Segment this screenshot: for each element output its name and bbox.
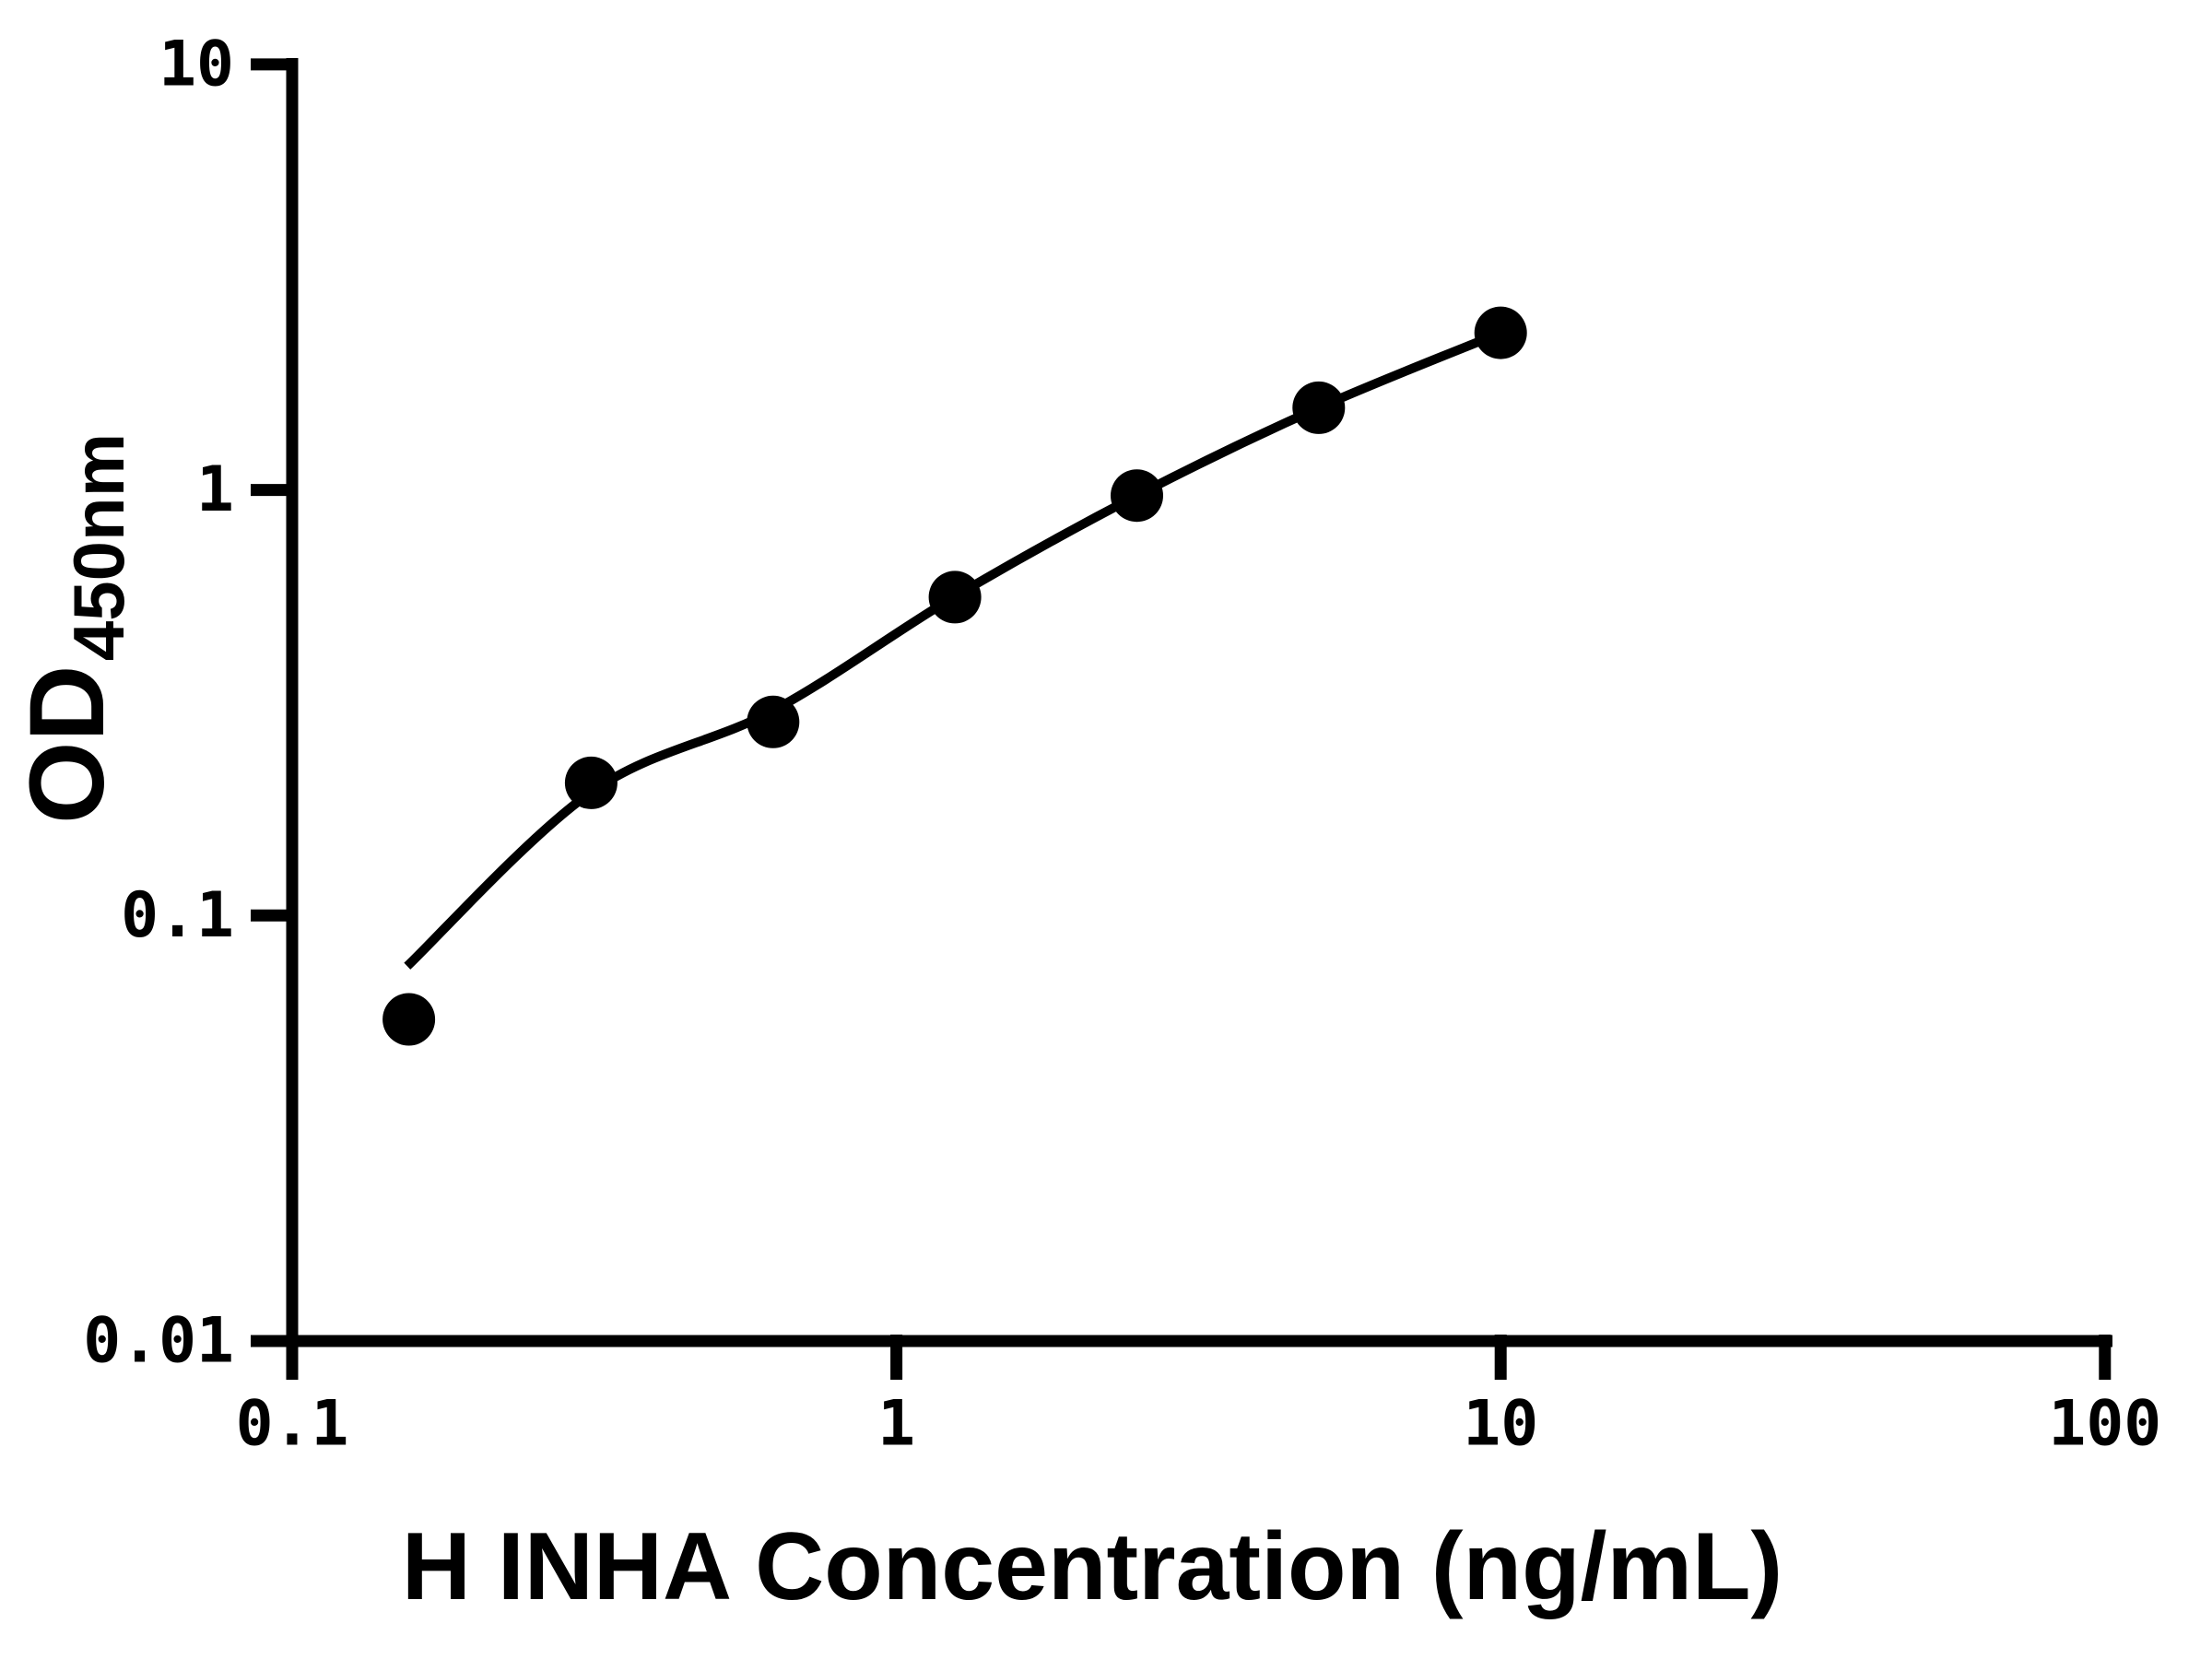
x-tick-label: 10 <box>1463 1388 1538 1461</box>
y-axis-title-main: OD <box>8 665 126 825</box>
data-point <box>747 695 800 748</box>
x-tick-label: 100 <box>2048 1388 2161 1461</box>
data-point <box>564 756 618 809</box>
fit-curve <box>404 328 1503 970</box>
data-point <box>382 993 436 1046</box>
x-tick-label: 1 <box>877 1388 915 1461</box>
y-axis-title-subscript: 450nm <box>58 433 139 661</box>
x-axis-ticks: 0.1 1 10 100 <box>236 1335 2161 1461</box>
fit-curve-group <box>404 328 1503 970</box>
y-tick-label: 0.01 <box>83 1305 234 1378</box>
data-point <box>1474 306 1527 359</box>
y-tick-label: 0.1 <box>121 879 234 952</box>
data-point <box>1111 469 1163 523</box>
y-axis-title: OD 450nm <box>8 433 139 824</box>
x-tick-label: 0.1 <box>236 1388 349 1461</box>
y-axis-ticks: 0.01 0.1 1 10 <box>83 28 298 1378</box>
data-points-group <box>382 306 1527 1046</box>
y-tick-label: 1 <box>196 453 234 526</box>
data-point <box>928 571 982 624</box>
x-axis-title: H INHA Concentration (ng/mL) <box>402 1513 1783 1620</box>
y-tick-label: 10 <box>159 28 234 100</box>
data-point <box>1292 381 1346 434</box>
